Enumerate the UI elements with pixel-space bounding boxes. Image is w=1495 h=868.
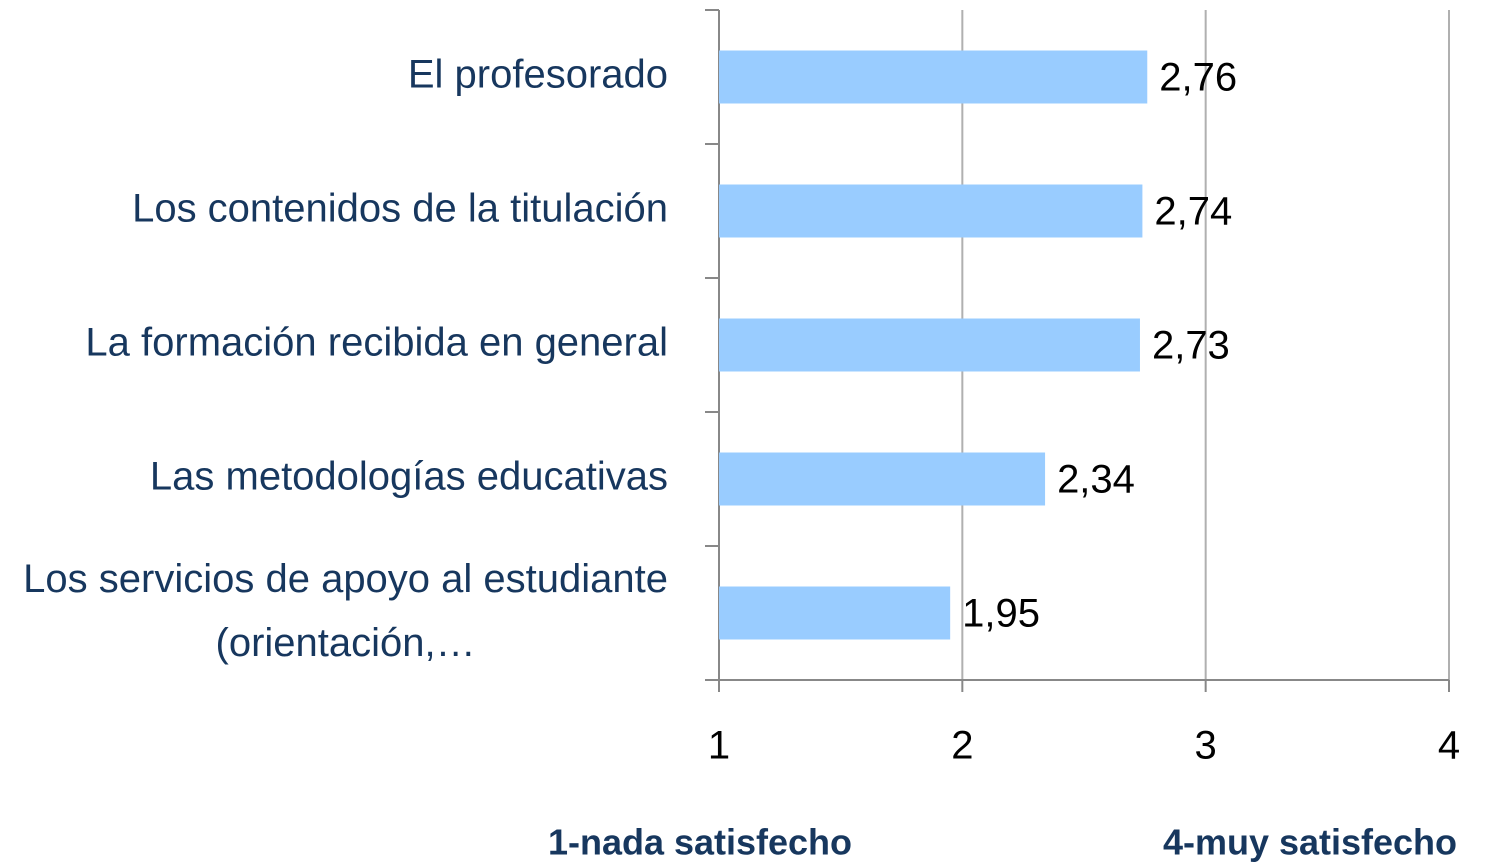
y-tick-label: El profesorado [408,53,668,97]
y-tick-label: La formación recibida en general [85,321,668,365]
axis-note: 4-muy satisfecho [1163,822,1457,863]
value-label: 1,95 [962,592,1040,636]
value-label: 2,74 [1154,190,1232,234]
y-tick-label: Los servicios de apoyo al estudiante (ori… [23,557,668,665]
value-label: 2,73 [1152,324,1230,368]
bar [719,318,1140,372]
bar [719,586,951,640]
bar [719,184,1143,238]
y-tick-label: Las metodologías educativas [150,455,668,499]
y-tick-label: Los contenidos de la titulación [132,187,668,231]
x-tick-label: 3 [1195,724,1217,768]
value-label: 2,76 [1159,56,1237,100]
axis-note: 1-nada satisfecho [548,822,852,863]
x-tick-label: 1 [708,724,730,768]
value-label: 2,34 [1057,458,1135,502]
bar [719,50,1148,104]
x-tick-label: 2 [951,724,973,768]
bar [719,452,1046,506]
x-tick-label: 4 [1438,724,1460,768]
